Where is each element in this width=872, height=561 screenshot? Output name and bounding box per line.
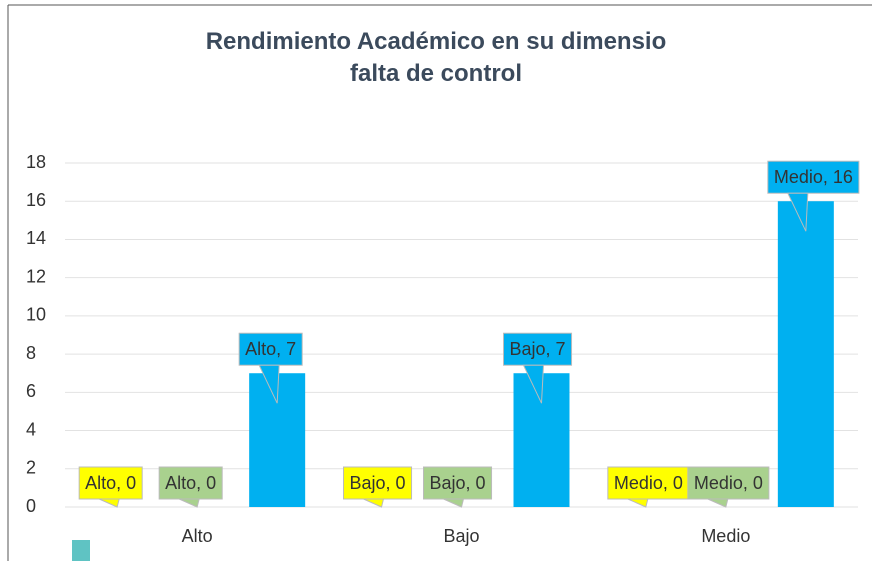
data-label-pointer (522, 364, 545, 404)
bar (777, 201, 834, 507)
data-label-pointer (707, 498, 729, 508)
decoration (72, 540, 90, 561)
data-label-pointer (363, 498, 385, 508)
data-label-box (343, 466, 413, 500)
x-tick-label: Medio (701, 526, 750, 546)
data-label-box (687, 466, 770, 500)
data-label-box (423, 466, 493, 500)
y-tick-label: 16 (26, 190, 46, 210)
data-label-pointer (258, 364, 280, 404)
data-label: Medio, 16 (774, 167, 853, 187)
data-label: Bajo, 0 (430, 473, 486, 493)
y-tick-label: 12 (26, 266, 46, 286)
x-tick-label: Bajo (443, 526, 479, 546)
y-tick-label: 8 (26, 343, 36, 363)
y-tick-label: 0 (26, 496, 36, 516)
y-tick-label: 14 (26, 228, 46, 248)
data-label-pointer (787, 192, 809, 232)
y-tick-label: 4 (26, 419, 36, 439)
y-tick-label: 10 (26, 305, 46, 325)
y-tick-label: 6 (26, 381, 36, 401)
data-label-pointer (98, 498, 120, 508)
data-label: Alto, 0 (165, 473, 216, 493)
data-label-box (78, 466, 143, 500)
data-label-box (503, 332, 573, 366)
chart-title: Rendimiento Académico en su dimensio fal… (205, 28, 667, 87)
y-tick-label: 18 (26, 152, 46, 172)
data-label: Medio, 0 (694, 473, 763, 493)
data-label: Bajo, 0 (350, 473, 406, 493)
data-label: Medio, 0 (614, 473, 683, 493)
data-label: Alto, 0 (85, 473, 136, 493)
data-label: Bajo, 7 (510, 339, 566, 359)
y-tick-label: 2 (26, 458, 36, 478)
data-label-box (767, 160, 860, 194)
x-tick-label: Alto (182, 526, 213, 546)
data-label: Alto, 7 (245, 339, 296, 359)
data-label-pointer (178, 498, 200, 508)
data-label-pointer (443, 498, 465, 508)
data-label-box (607, 466, 690, 500)
data-label-box (158, 466, 223, 500)
data-label-pointer (627, 498, 649, 508)
data-label-box (238, 332, 303, 366)
